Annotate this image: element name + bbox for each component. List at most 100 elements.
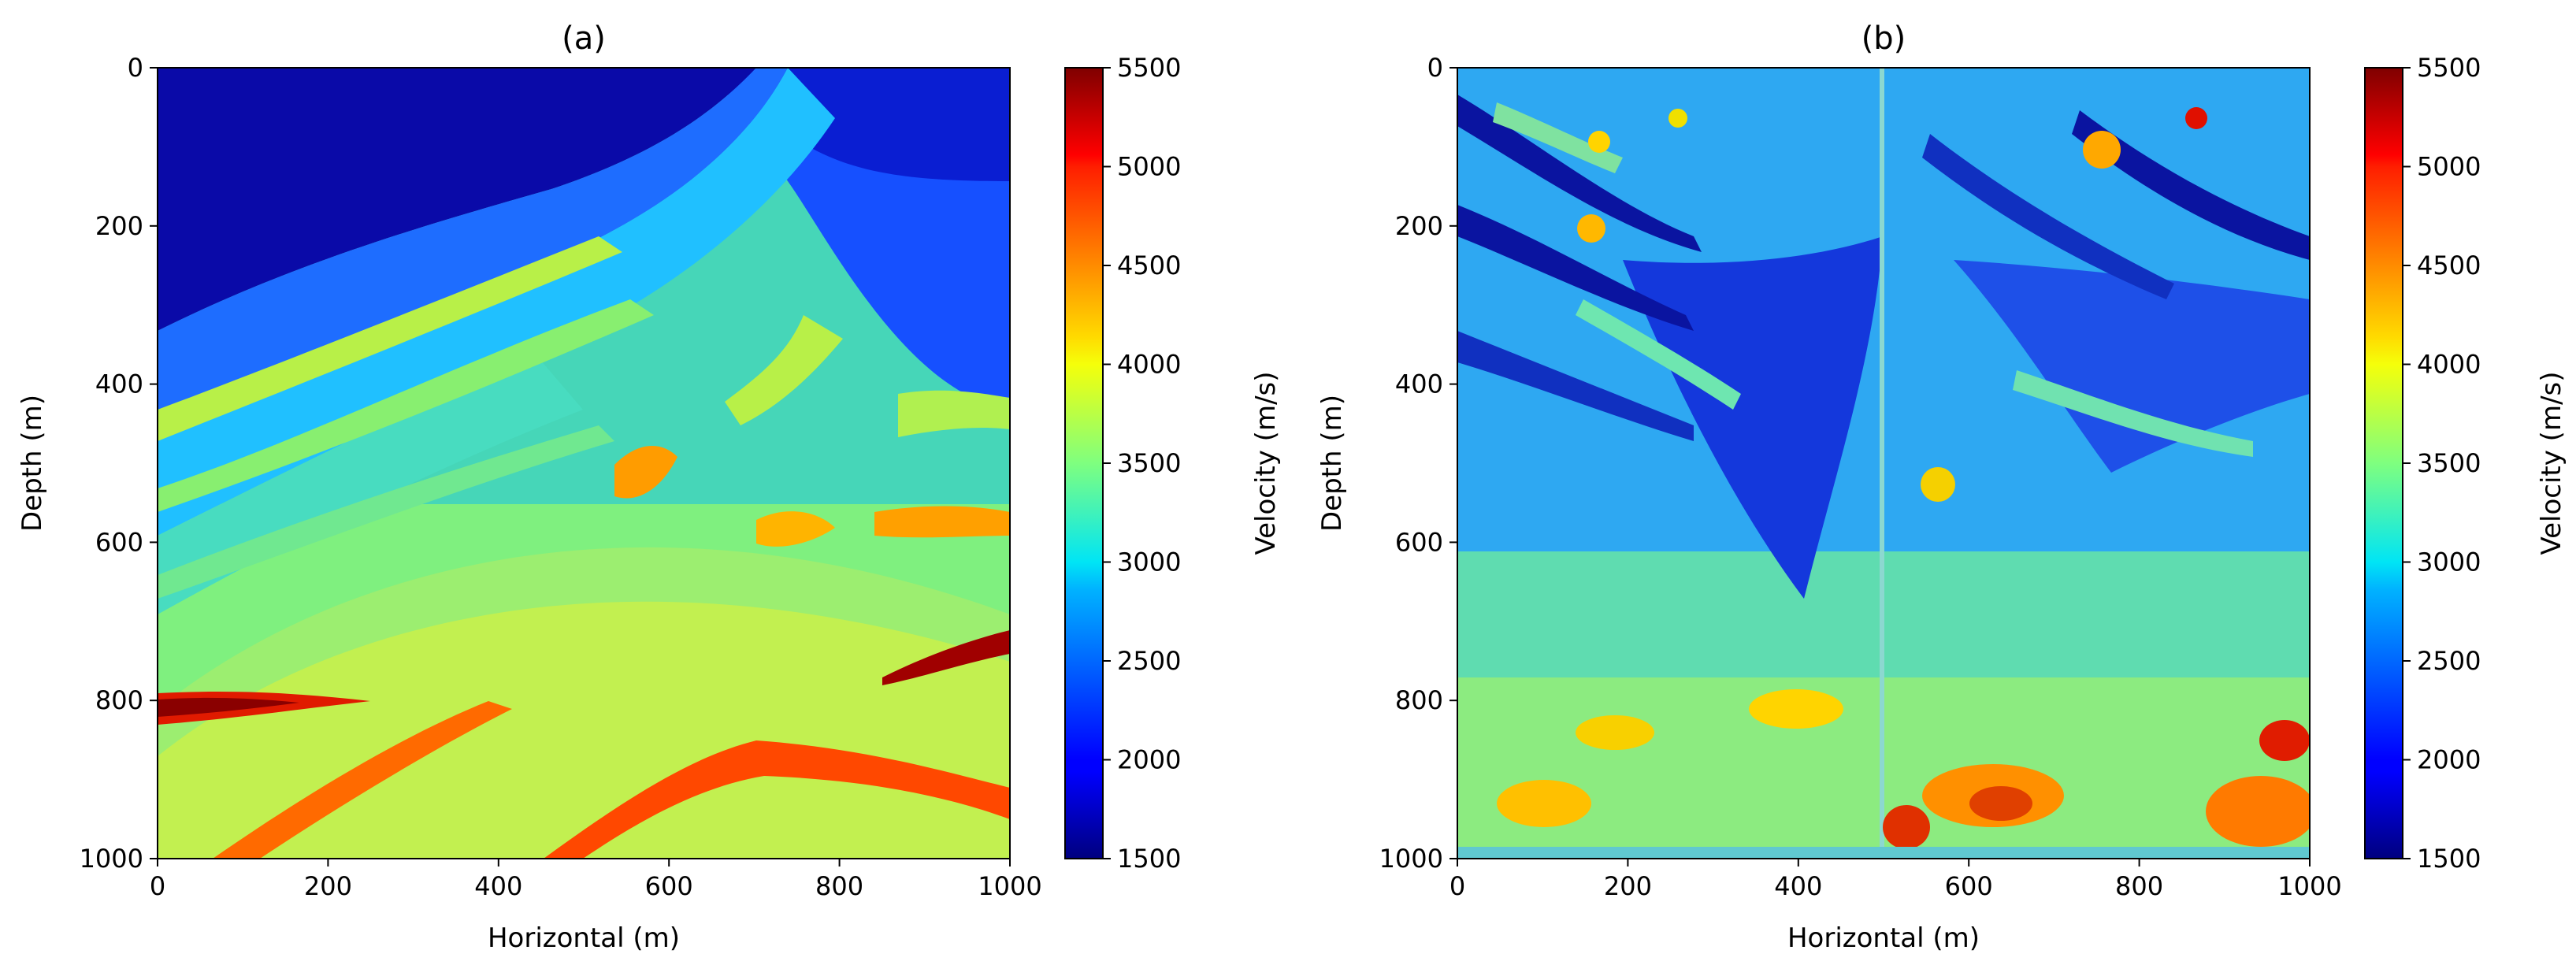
x-tick-label: 400: [474, 871, 522, 901]
heatmap-b-hotspot: [2206, 776, 2310, 847]
colorbar-tick-label: 5000: [2417, 152, 2481, 182]
heatmap-b-hotspot: [1668, 109, 1687, 128]
colorbar-tick-label: 1500: [1117, 844, 1181, 874]
panel-b-colorbar-label: Velocity (m/s): [2536, 371, 2567, 555]
colorbar-tick-label: 5500: [2417, 53, 2481, 83]
heatmap-b-stripe: [1922, 134, 2174, 299]
heatmap-b-hotspot: [1497, 780, 1591, 827]
y-tick-label: 200: [1395, 211, 1443, 241]
heatmap-a-lens: [614, 446, 677, 499]
heatmap-a-lens: [874, 506, 1010, 538]
y-tick-label: 400: [1395, 369, 1443, 399]
x-tick-label: 600: [645, 871, 693, 901]
heatmap-b-hotspot: [2259, 720, 2310, 761]
colorbar-tick-label: 4000: [2417, 350, 2481, 380]
heatmap-b-stripe: [1457, 331, 1694, 441]
heatmap-b-hotspot: [1749, 689, 1843, 729]
heatmap-a-band: [158, 68, 788, 441]
panel-a-title: (a): [562, 20, 606, 57]
panel-b-x-ticks: 0 200 400 600 800 1000: [1449, 859, 2342, 901]
colorbar-tick-label: 3000: [1117, 547, 1181, 577]
heatmap-b-stripe: [2072, 110, 2310, 260]
y-tick-label: 0: [128, 53, 143, 83]
colorbar-tick-label: 2500: [2417, 646, 2481, 676]
y-tick-label: 0: [1427, 53, 1443, 83]
heatmap-b-hotspot: [1577, 214, 1605, 243]
heatmap-a-dome: [158, 601, 1010, 859]
colorbar-tick-label: 3500: [1117, 448, 1181, 478]
heatmap-a-lens: [725, 315, 843, 425]
x-tick-label: 800: [815, 871, 863, 901]
panel-a-colorbar-ticks: 1500 2000 2500 3000 3500 4000 4500 5000 5500: [1103, 53, 1181, 874]
y-tick-label: 1000: [80, 844, 143, 874]
panel-a-x-ticks: 0 200 400 600 800 1000: [150, 859, 1042, 901]
heatmap-b-hotspot: [1588, 131, 1610, 153]
heatmap-b-hotspot: [1921, 467, 1955, 502]
heatmap-a-band: [158, 236, 622, 441]
panel-a-y-ticks: 0 200 400 600 800 1000: [80, 53, 158, 874]
colorbar-tick-label: 2000: [1117, 745, 1181, 775]
heatmap-b-hotspot: [1969, 786, 2032, 821]
heatmap-a-band: [158, 299, 654, 512]
y-tick-label: 800: [1395, 685, 1443, 715]
heatmap-b-stripe: [1457, 205, 1694, 331]
heatmap-b-hotspot: [1576, 715, 1654, 750]
panel-b-title: (b): [1861, 20, 1906, 57]
heatmap-b-hotspot: [1883, 805, 1930, 849]
colorbar-tick-label: 4500: [2417, 250, 2481, 280]
colorbar-tick-label: 3500: [2417, 448, 2481, 478]
heatmap-a-lens: [158, 697, 299, 717]
x-tick-label: 800: [2115, 871, 2163, 901]
colorbar-tick-label: 2500: [1117, 646, 1181, 676]
y-tick-label: 800: [95, 685, 143, 715]
panel-b-x-axis-label: Horizontal (m): [1787, 922, 1980, 954]
panel-a-colorbar-label: Velocity (m/s): [1250, 371, 1282, 555]
y-tick-label: 200: [95, 211, 143, 241]
panel-a-colorbar: [1064, 67, 1104, 859]
colorbar-tick-label: 5000: [1117, 152, 1181, 182]
colorbar-tick-label: 1500: [2417, 844, 2481, 874]
heatmap-a-lens: [756, 511, 835, 547]
heatmap-a-band: [158, 425, 614, 599]
heatmap-a-lens: [882, 630, 1010, 685]
heatmap-a-lens: [898, 390, 1010, 437]
heatmap-a-lens: [213, 701, 512, 859]
panel-b-axes-frame: [1457, 67, 2311, 859]
panel-a: (a) 0 200 40: [17, 20, 1282, 954]
y-tick-label: 400: [95, 369, 143, 399]
heatmap-a-dark-cap: [158, 68, 756, 331]
colorbar-tick-label: 3000: [2417, 547, 2481, 577]
x-tick-label: 0: [1449, 871, 1465, 901]
y-tick-label: 600: [1395, 527, 1443, 557]
x-tick-label: 600: [1945, 871, 1993, 901]
heatmap-b-bright-streak: [1576, 299, 1741, 410]
x-tick-label: 400: [1774, 871, 1822, 901]
colorbar-tick-label: 5500: [1117, 53, 1181, 83]
panel-b: (b): [1316, 20, 2567, 954]
heatmap-b-center-line: [1880, 68, 1884, 859]
heatmap-b-bottom-row: [1457, 847, 2310, 859]
heatmap-b-bright-streak: [1493, 102, 1623, 173]
panel-a-y-axis-label: Depth (m): [17, 395, 48, 532]
x-tick-label: 1000: [2277, 871, 2341, 901]
x-tick-label: 200: [1604, 871, 1652, 901]
colorbar-tick-label: 2000: [2417, 745, 2481, 775]
heatmap-b-hotspot: [2185, 107, 2207, 129]
panel-b-y-ticks: 0 200 400 600 800 1000: [1379, 53, 1457, 874]
panel-a-heatmap: [158, 68, 1010, 859]
panel-b-y-axis-label: Depth (m): [1316, 395, 1348, 532]
x-tick-label: 0: [150, 871, 165, 901]
heatmap-b-stripe: [1457, 95, 1702, 252]
heatmap-a-lens: [544, 740, 1010, 859]
heatmap-b-dark-wedge: [1954, 260, 2310, 473]
panel-b-colorbar: [2364, 67, 2403, 859]
heatmap-b-bright-streak: [2013, 370, 2253, 457]
colorbar-tick-label: 4000: [1117, 350, 1181, 380]
panel-a-x-axis-label: Horizontal (m): [488, 922, 680, 954]
colorbar-tick-label: 4500: [1117, 250, 1181, 280]
y-tick-label: 600: [95, 527, 143, 557]
x-tick-label: 1000: [978, 871, 1041, 901]
x-tick-label: 200: [304, 871, 352, 901]
heatmap-b-hotspot: [2083, 131, 2121, 169]
